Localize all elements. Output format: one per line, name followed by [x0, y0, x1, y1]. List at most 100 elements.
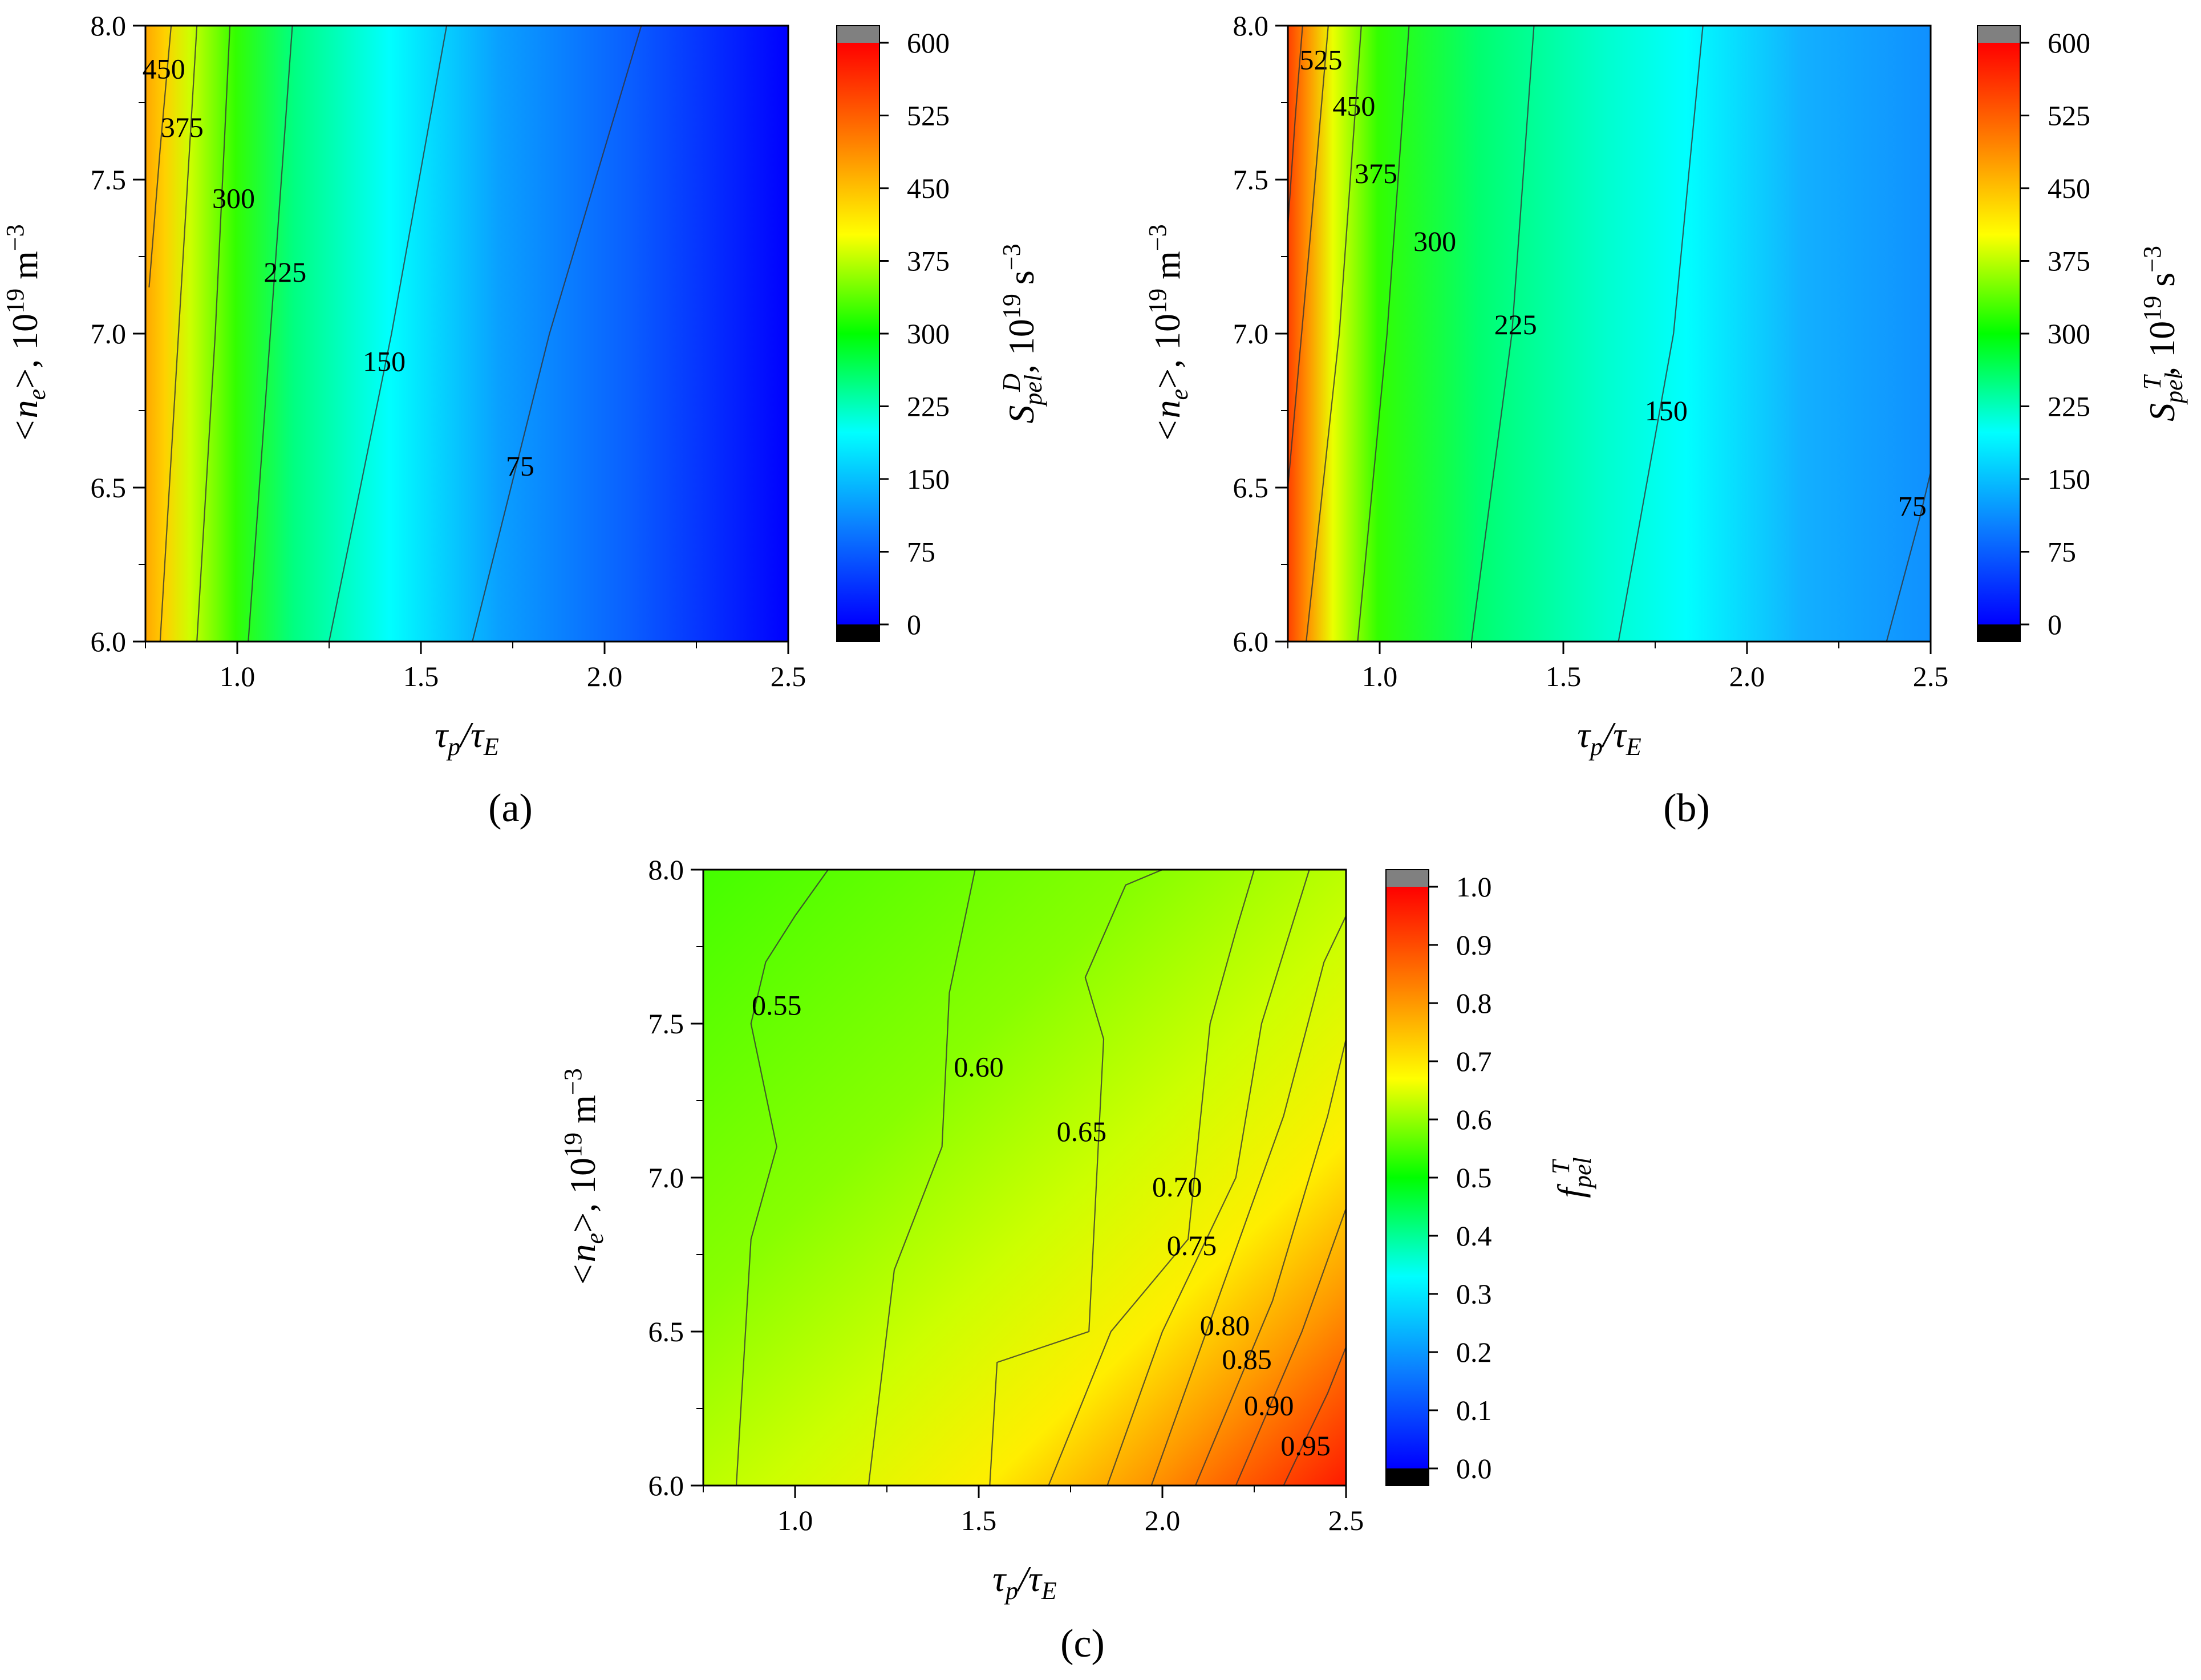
y-tick-label: 6.5	[1233, 472, 1269, 504]
contour-label: 0.80	[1200, 1309, 1250, 1341]
contour-line	[196, 25, 231, 642]
colorbar-tick-label: 0.2	[1456, 1336, 1492, 1368]
y-tick-label: 6.0	[1233, 626, 1269, 658]
colorbar-over-cap	[837, 26, 879, 43]
y-axis-title: <ne>, 1019 m−3	[559, 1068, 609, 1287]
contour-label: 0.75	[1167, 1229, 1217, 1261]
y-axis-title-part: e	[581, 1233, 609, 1244]
x-tick-label: 2.5	[1913, 660, 1949, 692]
contour-line	[989, 869, 1163, 1486]
colorbar-under-cap	[837, 624, 879, 642]
contour-line	[1470, 25, 1535, 642]
contour-label: 300	[1413, 225, 1456, 257]
y-tick-label: 7.0	[1233, 318, 1269, 350]
colorbar-tick-label: 225	[907, 391, 950, 423]
x-axis-title-part: E	[1041, 1577, 1057, 1605]
colorbar-tick-label: 0.6	[1456, 1103, 1492, 1135]
contour-line	[248, 25, 293, 642]
contour-label: 525	[1299, 43, 1342, 75]
contour-field	[145, 26, 788, 642]
contour-line	[1048, 869, 1255, 1486]
colorbar-tick-label: 375	[2048, 245, 2090, 277]
x-axis-title: τp/τE	[1577, 715, 1641, 761]
y-tick-label: 7.5	[1233, 164, 1269, 196]
colorbar-over-cap	[1386, 870, 1429, 887]
contour-label: 225	[264, 256, 306, 288]
colorbar-title-part: D	[998, 374, 1025, 392]
contour-line	[735, 869, 829, 1486]
contour-label: 0.65	[1057, 1115, 1107, 1147]
colorbar-tick-label: 300	[2048, 318, 2090, 350]
contour-line	[1287, 25, 1329, 488]
y-axis-title-part: <n	[1147, 400, 1187, 443]
y-axis-title-part: >, 10	[1147, 314, 1187, 389]
x-tick-label: 2.0	[1145, 1504, 1181, 1536]
x-axis-title-part: p	[1004, 1577, 1018, 1605]
contour-line	[1287, 25, 1303, 226]
x-axis-title-part: p	[446, 733, 460, 761]
y-axis-title-part: m	[5, 251, 45, 289]
contour-line	[148, 25, 172, 288]
contour-label: 0.60	[954, 1051, 1004, 1083]
colorbar-tick-label: 1.0	[1456, 871, 1492, 903]
contour-line	[1150, 915, 1347, 1486]
colorbar-under-cap	[1386, 1468, 1429, 1486]
x-tick-label: 1.0	[777, 1504, 813, 1536]
contour-label: 75	[506, 450, 534, 482]
contour-label: 0.95	[1280, 1430, 1331, 1462]
contour-label: 0.90	[1244, 1390, 1294, 1422]
contour-label: 375	[161, 111, 204, 143]
panel-label: (a)	[488, 786, 533, 830]
colorbar-title: SpelD, 1019 s−3	[998, 244, 1047, 423]
y-axis-title-part: <n	[562, 1244, 603, 1287]
colorbar-tick-label: 0	[907, 608, 921, 640]
x-axis-title-part: p	[1588, 733, 1603, 761]
contour-label: 225	[1494, 309, 1537, 340]
colorbar-title-part: S	[1001, 405, 1041, 424]
colorbar-over-cap	[1977, 26, 2020, 43]
y-tick-label: 7.5	[648, 1008, 684, 1040]
colorbar-tick-label: 0.1	[1456, 1394, 1492, 1426]
chart-panel-1: 450 375 300 225 150 75 1.0 1.5 2.0 2.5 6.0 6.5 7.0 7.…	[1, 10, 1047, 830]
y-axis-title-part: e	[1165, 389, 1193, 400]
x-axis-title-part: E	[1626, 733, 1641, 761]
colorbar-title-part: pel	[2160, 372, 2188, 405]
contour-line	[159, 25, 198, 642]
colorbar-tick-label: 450	[2048, 172, 2090, 204]
x-axis-title-part: E	[483, 733, 499, 761]
y-axis-title: <ne>, 1019 m−3	[1, 224, 51, 443]
contour-field	[1288, 26, 1931, 642]
x-axis-title-part: /τ	[1016, 1559, 1043, 1599]
colorbar-tick-label: 0.4	[1456, 1220, 1492, 1252]
colorbar-tick-label: 450	[907, 172, 950, 204]
colorbar-tick-label: 0.3	[1456, 1278, 1492, 1310]
contour-line	[1618, 25, 1704, 642]
colorbar-title-part: T	[1547, 1158, 1575, 1174]
contour-line	[328, 25, 448, 642]
colorbar	[837, 43, 879, 624]
colorbar-tick-label: 600	[907, 27, 950, 59]
contour-line	[472, 25, 642, 642]
colorbar-tick-label: 75	[907, 536, 935, 568]
x-axis-title-part: /τ	[1601, 715, 1627, 755]
y-axis-title-part: e	[23, 389, 51, 400]
colorbar-tick-label: 600	[2048, 27, 2090, 59]
x-axis-title-part: /τ	[459, 715, 485, 755]
y-axis-title-part: m	[1147, 251, 1187, 289]
y-tick-label: 6.0	[91, 626, 127, 658]
colorbar-tick-label: 0.8	[1456, 987, 1492, 1019]
y-tick-label: 6.5	[648, 1316, 684, 1348]
colorbar-title-part: pel	[1019, 375, 1047, 407]
contour-label: 150	[1645, 395, 1688, 427]
contour-line	[1886, 472, 1932, 642]
colorbar-tick-label: 525	[907, 100, 950, 132]
x-axis-title-part: τ	[1577, 715, 1591, 755]
y-tick-label: 7.5	[91, 164, 127, 196]
x-axis-title-part: τ	[992, 1559, 1007, 1599]
contour-line	[868, 869, 976, 1486]
y-axis-title-part: −3	[1144, 224, 1172, 251]
chart-panel-2: 525 450 375 300 225 150 75 1.0 1.5 2.0 2.5 6.0 6.5 7.…	[1144, 10, 2188, 830]
contour-line	[1283, 1346, 1347, 1486]
colorbar-tick-label: 525	[2048, 100, 2090, 132]
